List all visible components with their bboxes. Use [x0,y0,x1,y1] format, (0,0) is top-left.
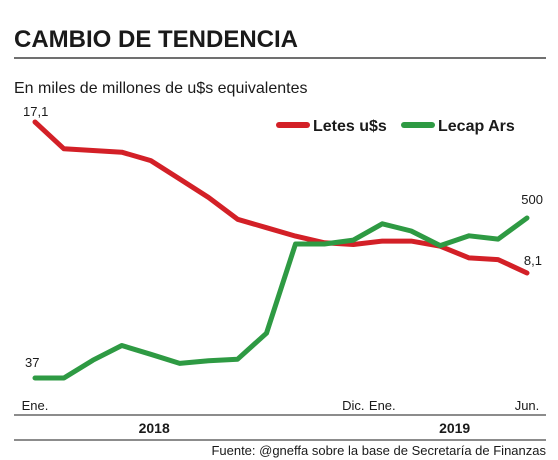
chart-title: CAMBIO DE TENDENCIA [14,26,298,53]
x-tick-label: Ene. [22,398,49,413]
series-layer [32,119,530,381]
legend-label-letes: Letes u$s [313,118,387,135]
lecap-start-label: 37 [25,355,39,370]
x-axis-ticks: Ene. Dic. Ene. Jun. [22,398,540,413]
year-labels: 2018 2019 [139,420,471,436]
letes-end-label: 8,1 [524,253,542,268]
source-note: Fuente: @gneffa sobre la base de Secreta… [211,443,546,458]
legend: Letes u$s Lecap Ars [276,118,515,135]
letes-start-label: 17,1 [23,104,48,119]
legend-label-lecap: Lecap Ars [438,118,515,135]
x-tick-label: Jun. [515,398,540,413]
lecap-end-label: 500 [521,192,543,207]
x-tick-label: Ene. [369,398,396,413]
series-line-letes [32,119,530,276]
series-line-lecap [32,215,530,381]
year-label-2018: 2018 [139,420,170,436]
chart-subtitle: En miles de millones de u$s equivalentes [14,80,308,97]
year-label-2019: 2019 [439,420,470,436]
x-tick-label: Dic. [342,398,364,413]
